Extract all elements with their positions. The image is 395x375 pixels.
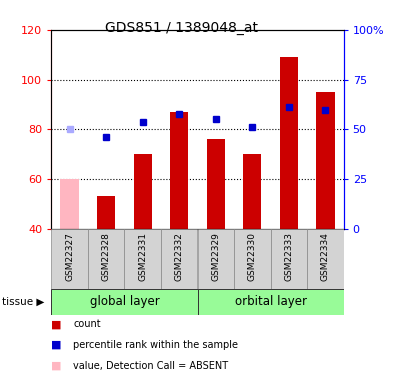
Bar	[280, 57, 298, 229]
Bar	[134, 154, 152, 229]
Bar	[124, 229, 161, 289]
Text: GSM22333: GSM22333	[284, 232, 293, 281]
Bar	[170, 112, 188, 229]
Text: ■: ■	[51, 320, 62, 329]
Text: GSM22334: GSM22334	[321, 232, 330, 280]
Bar	[97, 196, 115, 229]
Text: GSM22327: GSM22327	[65, 232, 74, 280]
Text: percentile rank within the sample: percentile rank within the sample	[73, 340, 238, 350]
Bar	[307, 229, 344, 289]
Text: GDS851 / 1389048_at: GDS851 / 1389048_at	[105, 21, 258, 34]
Bar	[234, 229, 271, 289]
Bar	[207, 140, 225, 229]
Text: GSM22328: GSM22328	[102, 232, 111, 280]
Text: tissue ▶: tissue ▶	[2, 297, 44, 307]
Text: orbital layer: orbital layer	[235, 296, 307, 308]
Bar	[60, 179, 79, 229]
Text: count: count	[73, 320, 101, 329]
Text: GSM22330: GSM22330	[248, 232, 257, 281]
Text: GSM22329: GSM22329	[211, 232, 220, 280]
Bar	[51, 289, 198, 315]
Bar	[51, 229, 88, 289]
Bar	[198, 289, 344, 315]
Text: GSM22331: GSM22331	[138, 232, 147, 281]
Text: global layer: global layer	[90, 296, 159, 308]
Text: value, Detection Call = ABSENT: value, Detection Call = ABSENT	[73, 361, 228, 370]
Bar	[161, 229, 198, 289]
Bar	[88, 229, 124, 289]
Text: ■: ■	[51, 361, 62, 370]
Text: ■: ■	[51, 340, 62, 350]
Bar	[243, 154, 261, 229]
Bar	[316, 92, 335, 229]
Bar	[271, 229, 307, 289]
Bar	[198, 229, 234, 289]
Text: GSM22332: GSM22332	[175, 232, 184, 280]
